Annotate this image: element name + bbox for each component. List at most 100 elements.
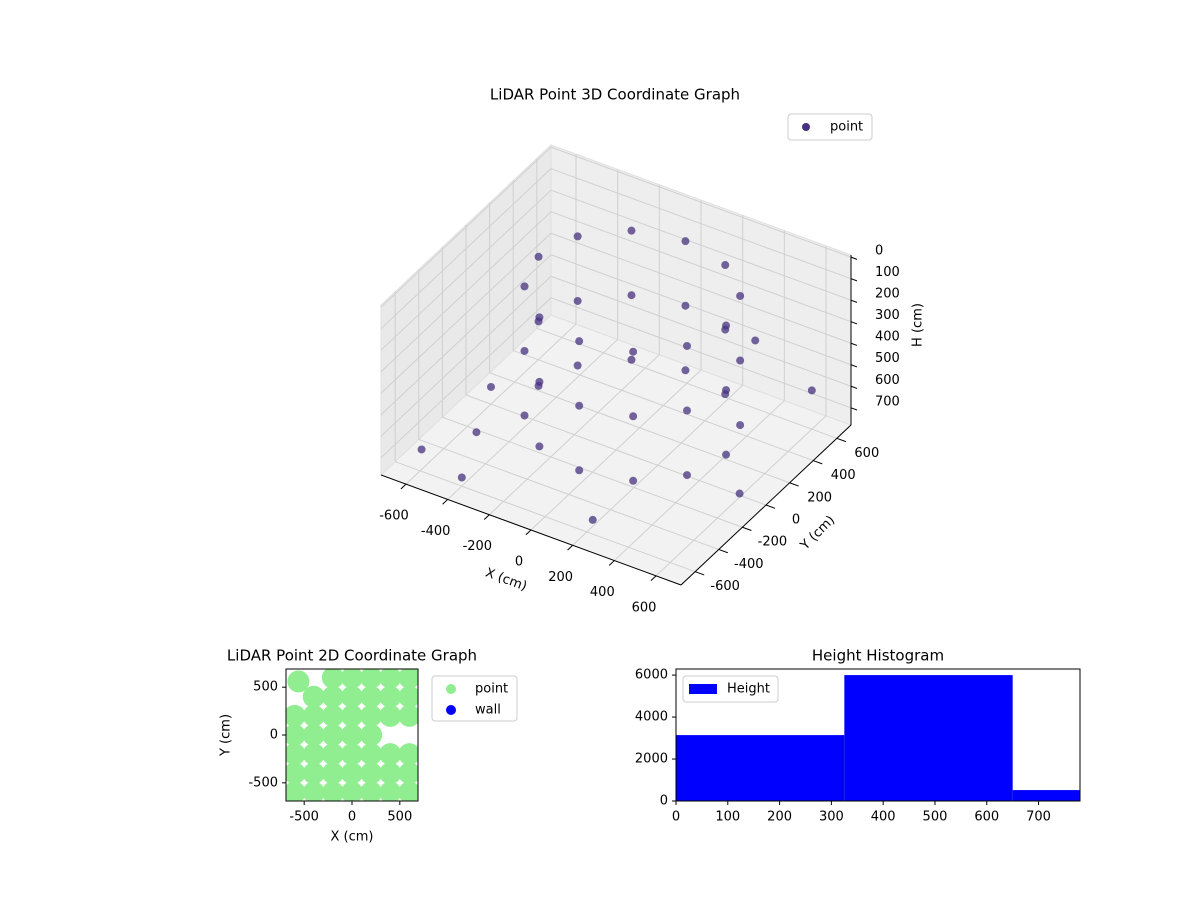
point: [681, 237, 690, 246]
point: [321, 781, 344, 801]
x-tick-label: 200: [767, 810, 792, 825]
point: [341, 685, 363, 708]
point: [683, 341, 692, 350]
point: [398, 669, 418, 689]
grid-line: [550, 254, 852, 366]
tick-mark: [850, 256, 858, 260]
grid-line: [380, 168, 552, 330]
y-tick-label: -500: [248, 775, 278, 790]
x-tick-label: 300: [819, 810, 844, 825]
y-tick-label: 0: [792, 513, 800, 528]
point: [360, 724, 383, 746]
x-tick-label: -400: [421, 524, 451, 539]
y-tick-label: 2000: [635, 752, 668, 767]
tick-mark: [836, 437, 847, 443]
x-tick-label: 400: [590, 585, 615, 600]
tick-mark: [442, 499, 449, 505]
point: [575, 401, 584, 410]
point: [341, 781, 363, 801]
z-tick-label: 200: [875, 287, 900, 302]
z-tick-label: 500: [875, 351, 900, 366]
point: [286, 762, 306, 785]
tick-mark: [850, 407, 858, 411]
point: [520, 282, 529, 291]
point: [735, 489, 744, 498]
legend-box: [787, 113, 873, 141]
point: [721, 390, 730, 399]
point: [341, 743, 363, 766]
point: [417, 445, 426, 454]
legend-box: [682, 675, 779, 703]
legend-marker: [446, 705, 456, 715]
grid-line: [380, 297, 552, 459]
point: [398, 781, 418, 801]
legend-marker: [689, 684, 717, 694]
point: [751, 336, 760, 345]
axis-line: [680, 424, 852, 586]
point: [398, 762, 418, 785]
x-tick-label: 500: [387, 810, 412, 825]
z-tick-label: 600: [875, 373, 900, 388]
point: [360, 743, 383, 766]
point: [360, 762, 383, 785]
y-tick-label: -600: [710, 579, 740, 594]
tick-mark: [789, 482, 799, 487]
x-tick-label: 500: [923, 810, 948, 825]
tick-mark: [608, 560, 615, 566]
point: [534, 317, 543, 326]
z-tick-label: 700: [875, 394, 900, 409]
point: [398, 685, 418, 708]
z-tick-label: 300: [875, 308, 900, 323]
point: [321, 762, 344, 785]
legend-label: point: [830, 120, 863, 135]
bar: [1012, 790, 1080, 801]
z-tick-label: 400: [875, 330, 900, 345]
point: [286, 724, 306, 746]
tick-mark: [694, 571, 705, 576]
point: [575, 466, 584, 475]
point: [520, 346, 529, 355]
point: [302, 781, 325, 801]
grid-line: [394, 461, 696, 573]
axes-frame: [675, 668, 1081, 802]
point: [629, 412, 638, 421]
legend-box: [431, 675, 518, 722]
x-tick-label: 600: [632, 600, 657, 615]
point: [588, 515, 597, 524]
point: [535, 442, 544, 451]
x-tick-label: 600: [974, 810, 999, 825]
y-tick-label: -400: [734, 557, 764, 572]
tick-mark: [400, 483, 407, 490]
point: [302, 724, 325, 746]
point: [627, 355, 636, 364]
point: [472, 428, 481, 437]
x-tick-label: 200: [548, 570, 573, 585]
point: [379, 762, 402, 785]
x-tick-label: 700: [1026, 810, 1051, 825]
point: [360, 704, 383, 727]
chart-title: LiDAR Point 2D Coordinate Graph: [227, 647, 477, 665]
legend-marker: [802, 123, 810, 131]
tick-mark: [765, 504, 776, 509]
y-tick-label: 0: [270, 728, 278, 743]
grid-line: [418, 438, 719, 550]
point: [487, 382, 495, 391]
point: [629, 347, 638, 356]
y-tick-label: 6000: [635, 668, 668, 683]
point: [321, 724, 344, 746]
y-tick-label: 400: [831, 468, 856, 483]
z-tick-label: 0: [875, 244, 883, 259]
point: [341, 762, 363, 785]
point: [683, 471, 692, 480]
grid-line: [489, 372, 790, 484]
point: [302, 762, 325, 785]
tick-mark: [850, 364, 858, 368]
y-tick-label: 200: [807, 490, 832, 505]
grid-line: [550, 297, 852, 409]
grid-line: [550, 211, 852, 323]
point: [575, 337, 584, 346]
point: [573, 232, 582, 241]
point: [360, 781, 383, 801]
y-axis-label: Y (cm): [219, 714, 234, 757]
